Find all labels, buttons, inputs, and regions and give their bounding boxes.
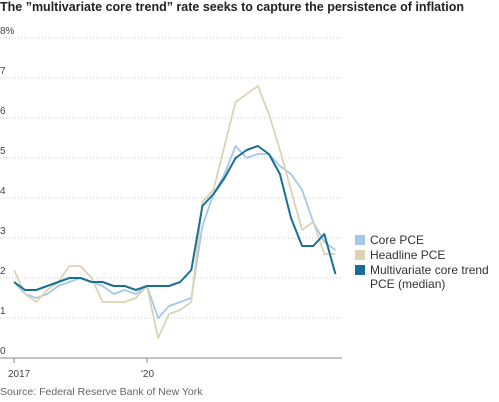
y-tick-label: 8% <box>0 26 15 37</box>
x-tick-label: '20 <box>141 369 154 380</box>
source: Source: Federal Reserve Bank of New York <box>0 386 203 398</box>
legend-label: Multivariate core trend PCE (median) <box>370 263 489 291</box>
legend-label: Headline PCE <box>370 248 446 262</box>
y-tick-label: 7 <box>0 66 6 77</box>
legend-item: Multivariate core trend PCE (median) <box>355 263 495 291</box>
y-tick-label: 1 <box>0 306 6 317</box>
legend-swatch <box>355 235 365 245</box>
legend-swatch <box>355 250 365 260</box>
chart-title: The ”multivariate core trend” rate seeks… <box>0 0 464 14</box>
y-tick-label: 6 <box>0 106 6 117</box>
y-tick-label: 3 <box>0 226 6 237</box>
legend-label: Core PCE <box>370 233 425 247</box>
y-tick-label: 5 <box>0 146 6 157</box>
y-tick-label: 4 <box>0 186 6 197</box>
legend-item: Headline PCE <box>355 248 495 262</box>
legend-swatch <box>355 265 365 275</box>
y-tick-label: 0 <box>0 346 6 357</box>
series-line <box>13 145 337 291</box>
y-tick-label: 2 <box>0 266 6 277</box>
series-line <box>13 145 336 319</box>
legend-item: Core PCE <box>355 233 495 247</box>
series-line <box>13 85 336 339</box>
x-tick-label: 2017 <box>8 369 31 380</box>
